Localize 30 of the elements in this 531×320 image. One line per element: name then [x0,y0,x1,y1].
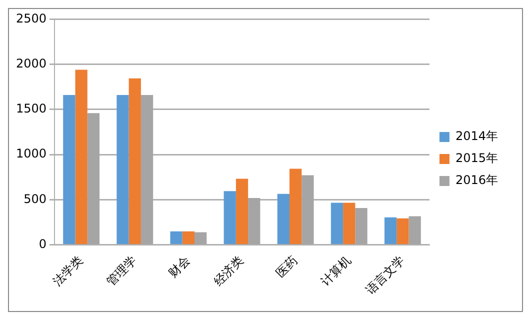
legend-label: 2016年 [455,173,498,188]
bar [224,191,236,244]
bar [170,231,182,244]
x-tick-label: 经济类 [210,253,246,289]
bar [277,194,290,244]
y-tick-label: 2000 [16,56,47,70]
bar [289,168,302,244]
x-tick-label: 财会 [166,253,193,280]
bar [63,95,76,244]
bar [128,78,141,244]
bar [182,231,195,244]
y-tick-label: 0 [38,237,47,251]
bar [75,70,88,244]
bar [116,95,129,244]
x-tick-label: 计算机 [318,253,354,289]
bar [396,218,409,244]
legend-label: 2014年 [455,129,498,144]
x-tick-label: 法学类 [50,253,86,289]
bar [330,202,344,244]
y-tick-label: 2500 [16,11,47,26]
bar [236,178,248,244]
x-tick-label: 语言文学 [363,253,408,298]
legend-label: 2015年 [455,151,498,166]
x-tick-label: 医药 [273,253,300,280]
bar [343,202,356,244]
y-tick-label: 1500 [16,102,47,116]
y-tick-label: 500 [24,192,47,206]
x-tick-label: 管理学 [104,253,140,289]
bar [384,217,397,244]
y-tick-label: 1000 [16,146,47,161]
